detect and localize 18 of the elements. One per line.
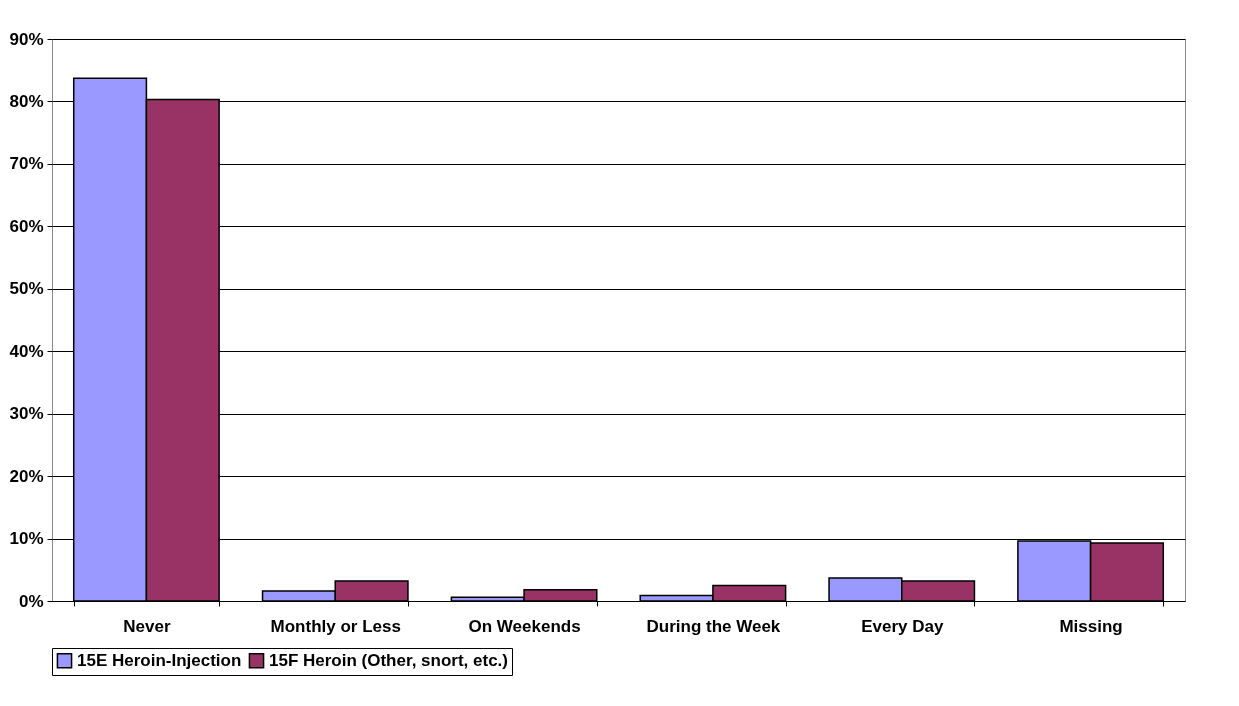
legend-label: 15E Heroin-Injection — [77, 650, 242, 670]
y-tick-label: 20% — [9, 466, 44, 486]
y-tick-label: 10% — [9, 529, 44, 549]
y-tick-label: 0% — [18, 591, 44, 611]
y-tick-label: 30% — [9, 404, 44, 424]
x-tick-label: On Weekends — [468, 616, 581, 636]
y-tick-label: 40% — [9, 341, 44, 361]
x-tick-label: Every Day — [861, 616, 944, 636]
x-tick-label: Missing — [1059, 616, 1123, 636]
x-tick-label: Never — [123, 616, 171, 636]
y-tick-label: 70% — [9, 154, 44, 174]
y-tick-label: 90% — [9, 29, 44, 49]
x-tick-label: During the Week — [646, 616, 781, 636]
legend-label: 15F Heroin (Other, snort, etc.) — [269, 650, 508, 670]
y-tick-label: 60% — [9, 216, 44, 236]
y-tick-label: 50% — [9, 279, 44, 299]
x-tick-label: Monthly or Less — [270, 616, 401, 636]
y-tick-label: 80% — [9, 91, 44, 111]
